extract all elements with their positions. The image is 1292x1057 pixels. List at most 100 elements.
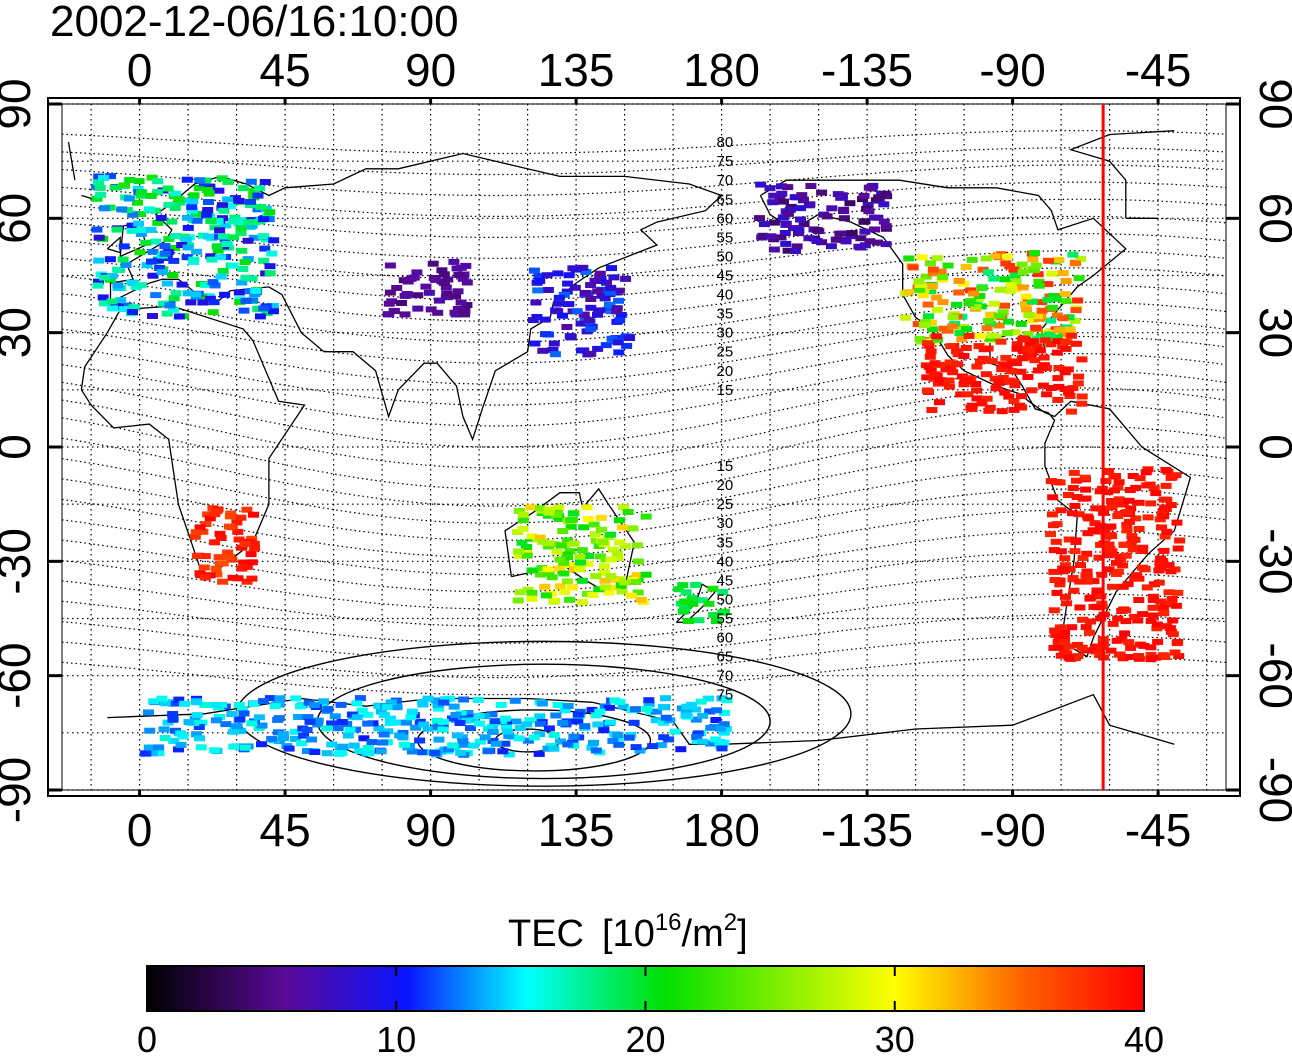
tec-cell — [535, 720, 546, 727]
tec-cell — [377, 739, 389, 746]
tec-cell — [412, 292, 424, 299]
tec-cell — [1137, 544, 1149, 551]
tec-cell — [1172, 589, 1184, 596]
tec-cell — [916, 254, 928, 261]
contour-label: 50 — [716, 591, 733, 608]
tec-cell — [1147, 612, 1159, 619]
contour-label: 70 — [716, 172, 733, 189]
tec-cell — [1020, 293, 1032, 300]
tec-cell — [248, 700, 260, 707]
tec-cell — [450, 293, 461, 300]
tec-cell — [603, 704, 615, 711]
tec-cell — [497, 748, 509, 755]
tec-cell — [935, 268, 947, 275]
tec-cell — [128, 304, 140, 311]
tec-cell — [985, 311, 997, 318]
tec-cell — [322, 705, 334, 712]
tec-cell — [255, 204, 267, 210]
tec-cell — [329, 713, 341, 720]
tec-cell — [458, 696, 470, 703]
tec-cell — [947, 323, 959, 330]
tec-cell — [1094, 522, 1106, 529]
tec-cell — [1148, 485, 1160, 492]
tec-cell — [641, 706, 653, 712]
tec-cell — [118, 306, 130, 313]
lon-tick-label: -90 — [979, 44, 1045, 96]
tec-cell — [878, 201, 890, 208]
tec-cell — [529, 340, 541, 347]
tec-cell — [521, 552, 533, 559]
tec-cell — [660, 714, 672, 721]
tec-cell — [793, 227, 805, 234]
tec-cell — [778, 198, 789, 205]
tec-cell — [1170, 602, 1182, 609]
tec-cell — [690, 716, 702, 723]
tec-cell — [116, 206, 128, 213]
tec-cell — [512, 529, 523, 535]
tec-cell — [363, 750, 375, 757]
tec-cell — [521, 544, 532, 550]
tec-cell — [420, 283, 432, 290]
tec-cell — [1067, 385, 1079, 392]
tec-cell — [1073, 373, 1084, 380]
tec-cell — [989, 253, 1001, 260]
colorbar-tick-label: 20 — [625, 1019, 665, 1057]
tec-cell — [399, 292, 411, 299]
tec-cell — [219, 291, 231, 298]
tec-cell — [556, 542, 567, 549]
tec-cell — [790, 248, 801, 254]
tec-cell — [921, 387, 933, 394]
tec-cell — [607, 576, 619, 583]
tec-cell — [312, 721, 324, 728]
tec-cell — [433, 736, 445, 743]
tec-cell — [1061, 650, 1073, 657]
tec-cell — [669, 728, 681, 735]
tec-cell — [1060, 593, 1071, 600]
tec-cell — [996, 366, 1008, 373]
tec-cell — [592, 721, 604, 728]
tec-cell — [234, 298, 246, 305]
tec-cell — [167, 716, 179, 723]
tec-cell — [224, 513, 236, 520]
tec-cell — [354, 695, 366, 702]
tec-cell — [1045, 317, 1057, 324]
tec-cell — [218, 207, 230, 214]
tec-cell — [246, 275, 258, 282]
tec-cell — [718, 729, 730, 736]
tec-cell — [157, 300, 169, 307]
tec-cell — [93, 257, 105, 264]
tec-cell — [209, 539, 221, 546]
tec-cell — [289, 728, 301, 735]
tec-cell — [650, 708, 662, 715]
tec-cell — [239, 744, 251, 751]
tec-cell — [913, 278, 925, 285]
tec-cell — [233, 702, 245, 708]
tec-cell — [168, 295, 180, 302]
tec-cell — [283, 745, 295, 752]
colorbar-tick-label: 0 — [137, 1019, 157, 1057]
tec-cell — [461, 717, 472, 724]
tec-cell — [1112, 615, 1124, 622]
tec-cell — [362, 720, 374, 727]
tec-cell — [168, 257, 180, 264]
tec-cell — [443, 746, 454, 753]
tec-cell — [543, 543, 555, 550]
tec-cell — [175, 730, 187, 737]
tec-cell — [912, 321, 924, 328]
tec-cell — [718, 739, 730, 746]
tec-cell — [963, 300, 975, 307]
tec-cell — [109, 184, 121, 191]
tec-cell — [240, 297, 252, 304]
tec-cell — [973, 343, 985, 350]
tec-cell — [980, 371, 992, 378]
tec-cell — [974, 293, 986, 299]
tec-cell — [384, 289, 396, 296]
tec-cell — [173, 696, 185, 703]
tec-cell — [1045, 531, 1056, 538]
tec-cell — [348, 742, 360, 749]
tec-cell — [1075, 255, 1087, 262]
tec-cell — [1127, 546, 1139, 553]
tec-cell — [971, 395, 983, 402]
tec-cell — [1020, 301, 1031, 308]
tec-cell — [938, 325, 950, 332]
